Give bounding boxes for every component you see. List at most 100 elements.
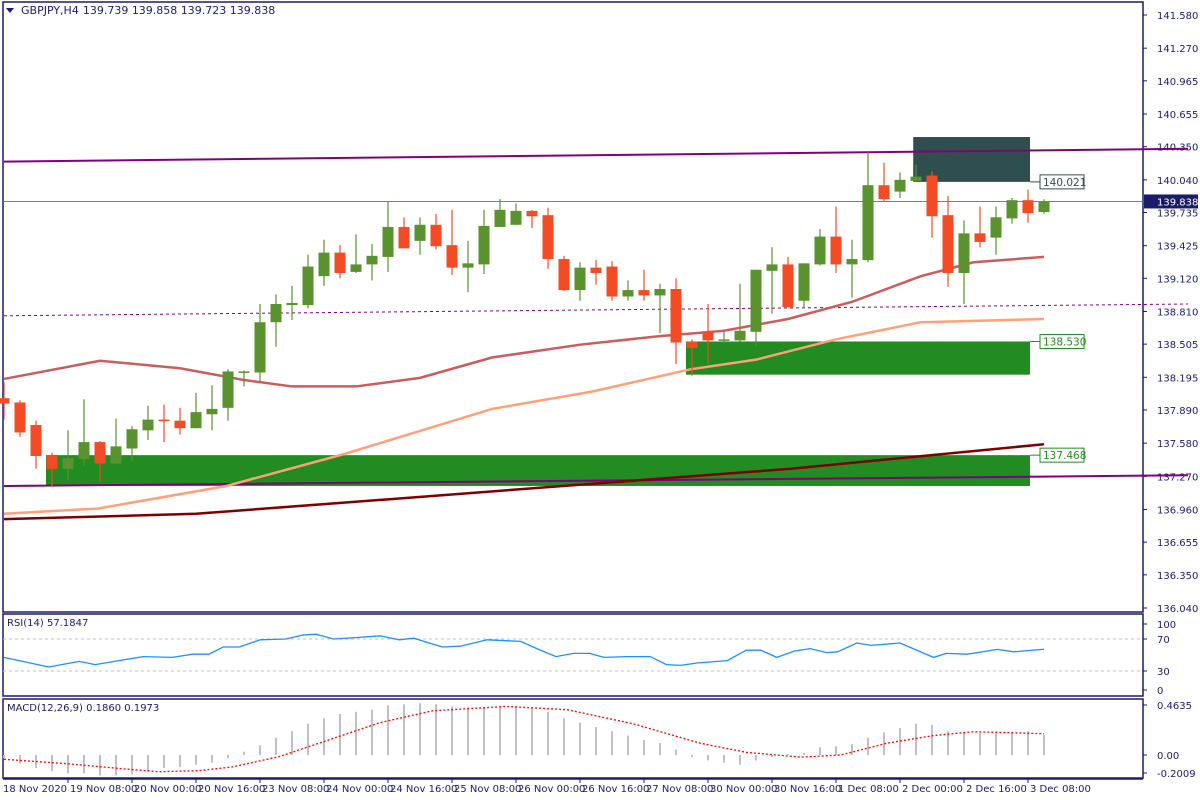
candle	[222, 369, 234, 421]
candle-body	[734, 330, 746, 341]
candle-body	[222, 371, 234, 408]
candle	[558, 255, 570, 292]
resistance-zone	[913, 137, 1030, 182]
candle-body	[926, 175, 938, 217]
rsi-level-label: 30	[1157, 667, 1170, 678]
candle-body	[462, 263, 474, 268]
candle	[270, 294, 282, 347]
candle-body	[526, 210, 538, 217]
ma-fast-line	[3, 255, 1045, 388]
candle	[382, 201, 394, 272]
candle-body	[446, 245, 458, 268]
price-tick-label: 141.580	[1157, 11, 1198, 22]
candle	[526, 209, 538, 229]
price-tick-label: 136.960	[1157, 506, 1198, 517]
rsi-level-label: 0	[1157, 686, 1163, 697]
macd-label: MACD(12,26,9) 0.1860 0.1973	[7, 703, 160, 714]
candle	[862, 152, 874, 263]
candle	[606, 261, 618, 301]
macd-axis-label: 0.00	[1157, 751, 1179, 762]
candle	[494, 199, 506, 227]
macd-axis-label: -0.2009	[1157, 769, 1196, 780]
candle-body	[398, 226, 410, 249]
time-axis-label: 3 Dec 08:00	[1030, 784, 1091, 795]
candle-body	[110, 446, 122, 464]
time-axis-label: 20 Nov 16:00	[198, 784, 265, 795]
candle	[350, 234, 362, 273]
rsi-level-label: 70	[1157, 635, 1170, 646]
candle-body	[510, 210, 522, 225]
candle-body	[782, 264, 794, 308]
candle	[478, 209, 490, 275]
candle-body	[318, 252, 330, 277]
time-axis-label: 19 Nov 08:00	[70, 784, 137, 795]
candle-body	[286, 302, 298, 306]
candle	[94, 441, 106, 482]
price-tick-label: 139.425	[1157, 242, 1198, 253]
price-tick-label: 138.195	[1157, 373, 1198, 384]
candle-body	[382, 226, 394, 257]
macd-axis-label: 0.4635	[1157, 701, 1192, 712]
candle	[942, 195, 954, 287]
candle	[766, 247, 778, 314]
candle	[894, 172, 906, 199]
channel-mid	[3, 303, 1189, 317]
price-tick-label: 136.350	[1157, 571, 1198, 582]
candle	[702, 304, 714, 364]
candle	[126, 426, 138, 462]
time-axis-label: 2 Dec 16:00	[966, 784, 1027, 795]
candle	[1006, 198, 1018, 224]
rsi-line	[3, 633, 1045, 668]
candle-body	[766, 264, 778, 271]
price-tick-label: 139.120	[1157, 274, 1198, 285]
candle-body	[654, 289, 666, 296]
candle	[1022, 189, 1034, 223]
candle-body	[126, 429, 138, 449]
candle	[654, 283, 666, 333]
price-tick-label: 138.810	[1157, 308, 1198, 319]
price-tick-label: 138.505	[1157, 340, 1198, 351]
candle-body	[62, 458, 74, 469]
candle-body	[430, 224, 442, 247]
dropdown-triangle-icon[interactable]	[6, 8, 14, 13]
candle	[958, 220, 970, 305]
current-price-value: 139.838	[1157, 197, 1198, 208]
macd-signal-line	[3, 705, 1045, 773]
candle-body	[14, 402, 26, 433]
price-tick-label: 136.040	[1157, 604, 1198, 615]
candle	[622, 280, 634, 301]
rsi-label: RSI(14) 57.1847	[7, 618, 89, 629]
main-panel-frame	[2, 1, 1144, 613]
candle-body	[414, 224, 426, 241]
candle-body	[0, 398, 10, 404]
candle-body	[78, 442, 90, 460]
price-tick-label: 137.270	[1157, 472, 1198, 483]
price-tick-label: 136.655	[1157, 538, 1198, 549]
candle	[190, 392, 202, 429]
candle	[286, 285, 298, 321]
candle-body	[142, 419, 154, 431]
candle	[798, 263, 810, 309]
candle	[366, 244, 378, 281]
candle	[990, 206, 1002, 255]
candle	[254, 304, 266, 383]
time-axis-label: 27 Nov 08:00	[646, 784, 713, 795]
current-price-tag	[1144, 194, 1198, 209]
candle	[110, 418, 122, 465]
resistance-zone-label-box	[1039, 174, 1085, 190]
candle	[734, 283, 746, 342]
symbol-label: GBPJPY,H4	[21, 4, 79, 17]
candle	[542, 207, 554, 269]
time-axis-label: 1 Dec 08:00	[838, 784, 899, 795]
candle-body	[974, 233, 986, 242]
candle	[238, 370, 250, 387]
candle-body	[622, 290, 634, 297]
support-zone-upper-label-box	[1039, 333, 1085, 349]
time-axis-label: 24 Nov 00:00	[326, 784, 393, 795]
candle	[14, 400, 26, 437]
candle	[846, 239, 858, 298]
candle	[62, 430, 74, 481]
candle-body	[254, 322, 266, 373]
time-axis-label: 24 Nov 16:00	[390, 784, 457, 795]
